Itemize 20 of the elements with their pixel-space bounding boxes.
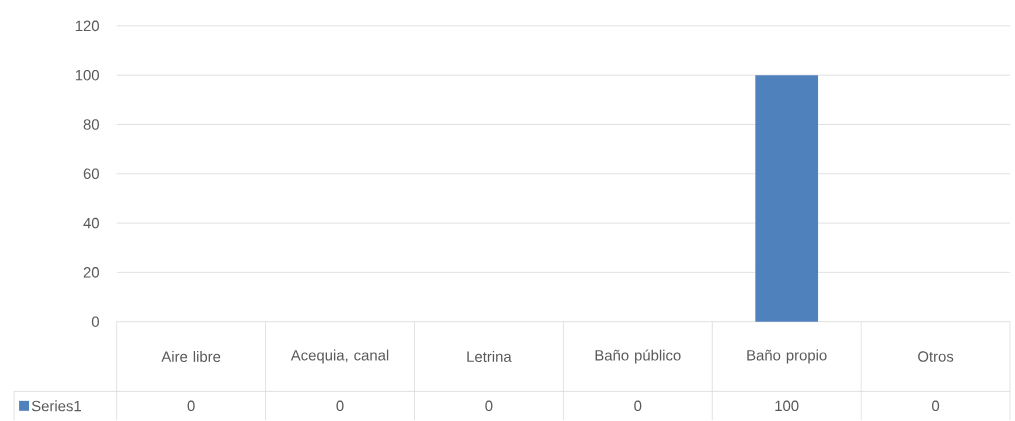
x-tick-label: Acequia, canal — [290, 349, 389, 364]
y-tick-label: 0 — [91, 316, 99, 328]
x-tick-label: Baño propio — [747, 349, 827, 364]
y-tick-label: 20 — [83, 267, 99, 278]
data-label: 0 — [634, 400, 642, 412]
y-tick-label: 120 — [75, 20, 99, 32]
y-tick-label: 80 — [83, 119, 99, 130]
y-tick-label: 100 — [75, 70, 99, 81]
data-label: 0 — [485, 400, 493, 412]
data-label: 0 — [336, 400, 344, 412]
data-label: 0 — [187, 400, 195, 412]
y-tick-label: 60 — [83, 168, 99, 180]
x-tick-label: Baño público — [595, 349, 681, 364]
legend-label: Series1 — [31, 400, 81, 412]
x-tick-label: Aire libre — [161, 351, 221, 363]
x-tick-label: Letrina — [467, 351, 512, 363]
y-tick-label: 40 — [83, 217, 99, 229]
data-label: 100 — [775, 400, 799, 412]
data-label: 0 — [932, 400, 940, 412]
x-tick-label: Otros — [918, 351, 954, 362]
